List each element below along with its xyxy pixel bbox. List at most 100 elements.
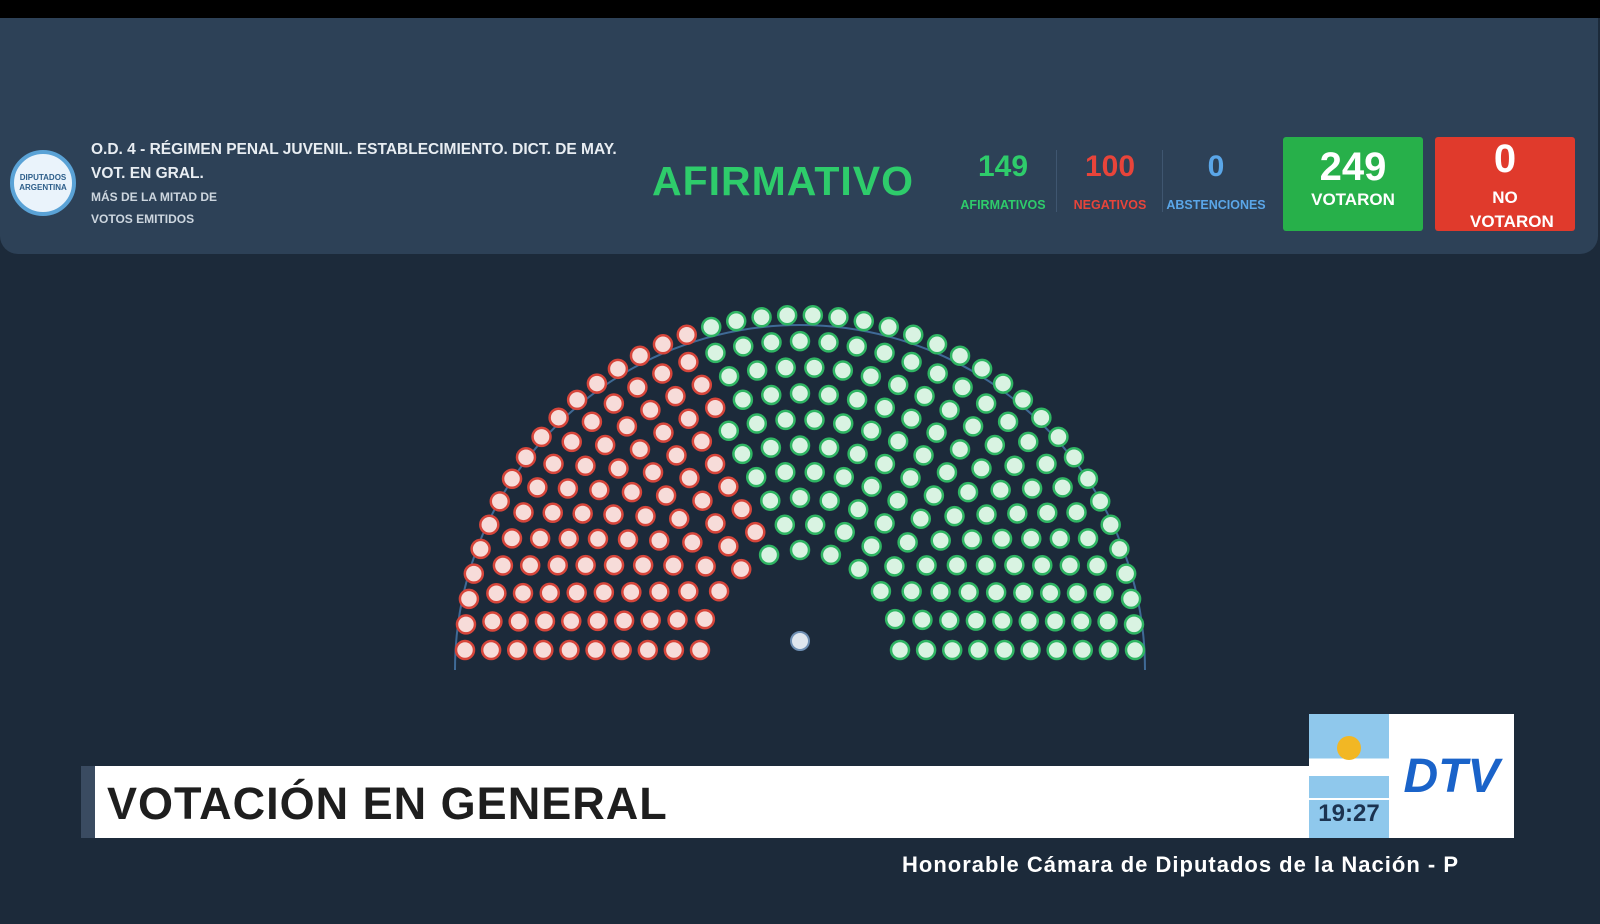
seat [566, 582, 587, 603]
seat [603, 393, 625, 414]
seat [887, 431, 909, 452]
seat [994, 639, 1015, 661]
seat [897, 532, 918, 553]
seat [789, 539, 811, 561]
seat [635, 505, 656, 527]
ticker: Honorable Cámara de Diputados de la Naci… [902, 852, 1459, 877]
seat [789, 330, 811, 352]
seat [1066, 582, 1088, 604]
seat [927, 363, 948, 384]
seat [962, 416, 984, 437]
seat [561, 431, 582, 453]
stat-value: 0 [1207, 150, 1225, 183]
seat [976, 504, 997, 525]
seat [501, 468, 523, 490]
seat [832, 360, 854, 381]
votaron-value: 249 [1319, 145, 1387, 189]
seat [1072, 639, 1094, 661]
seat [832, 413, 854, 434]
seat [629, 439, 651, 460]
seat [611, 639, 632, 661]
seat [789, 435, 811, 456]
seat [775, 409, 796, 431]
seat [637, 639, 659, 661]
seat [804, 409, 825, 431]
seat [1004, 554, 1025, 576]
seat [936, 462, 958, 483]
seat [542, 502, 564, 524]
seat [1020, 528, 1042, 549]
seat [1098, 639, 1120, 661]
seat [547, 554, 568, 576]
seat [1077, 528, 1099, 549]
seat [1063, 447, 1085, 468]
seat [519, 555, 541, 576]
seat [585, 639, 606, 661]
seat [1086, 555, 1108, 576]
seat [649, 530, 670, 551]
seat [916, 555, 937, 576]
seat [691, 374, 713, 396]
hemicycle [454, 304, 1146, 671]
seat [833, 466, 855, 488]
seat [1052, 477, 1073, 498]
seat [992, 610, 1013, 632]
seat [480, 639, 502, 661]
seat [527, 477, 548, 498]
seat [718, 535, 739, 557]
seat [691, 431, 713, 452]
seat [853, 310, 875, 332]
seat [489, 491, 511, 512]
seat [761, 332, 782, 353]
seat [587, 610, 608, 632]
seat [1031, 407, 1052, 428]
seat [1013, 582, 1034, 603]
stat-label: AFIRMATIVOS [960, 198, 1046, 212]
seat [1059, 555, 1081, 576]
seat [682, 532, 703, 553]
seat [802, 304, 824, 326]
seat [479, 514, 500, 536]
seat [949, 439, 971, 460]
logo: DIPUTADOS ARGENTINA [10, 150, 76, 216]
seat [529, 528, 551, 549]
seat [692, 490, 713, 511]
seat [1115, 563, 1137, 584]
flag-sun [1337, 736, 1361, 760]
seat [501, 528, 523, 549]
seat [874, 342, 895, 364]
title: O.D. 4 - RÉGIMEN PENAL JUVENIL. ESTABLEC… [91, 141, 617, 182]
seat [732, 389, 754, 411]
seat [884, 608, 906, 630]
seat [613, 610, 635, 631]
seat [621, 481, 643, 503]
seat [676, 324, 698, 345]
seat [902, 324, 924, 345]
seat [861, 535, 882, 557]
seat [971, 458, 992, 479]
seat [846, 336, 868, 357]
seat [1049, 528, 1071, 549]
seat [586, 373, 608, 394]
seat [926, 334, 948, 355]
seat [655, 485, 677, 506]
seat [776, 304, 798, 326]
seat [923, 485, 945, 506]
seat [1039, 582, 1061, 604]
seat [543, 453, 564, 475]
seat [901, 581, 922, 602]
seat [930, 581, 951, 602]
seat [704, 397, 726, 418]
seat [848, 499, 869, 520]
seat [593, 582, 615, 603]
seat [992, 373, 1014, 394]
seat [463, 563, 485, 584]
seat [760, 437, 782, 458]
seat [952, 377, 973, 398]
seat [492, 555, 514, 576]
seat [589, 479, 610, 501]
seat [1071, 611, 1092, 632]
seat [731, 499, 752, 520]
seat [649, 581, 670, 602]
banner: VOTACIÓN EN GENERAL [81, 766, 1309, 838]
